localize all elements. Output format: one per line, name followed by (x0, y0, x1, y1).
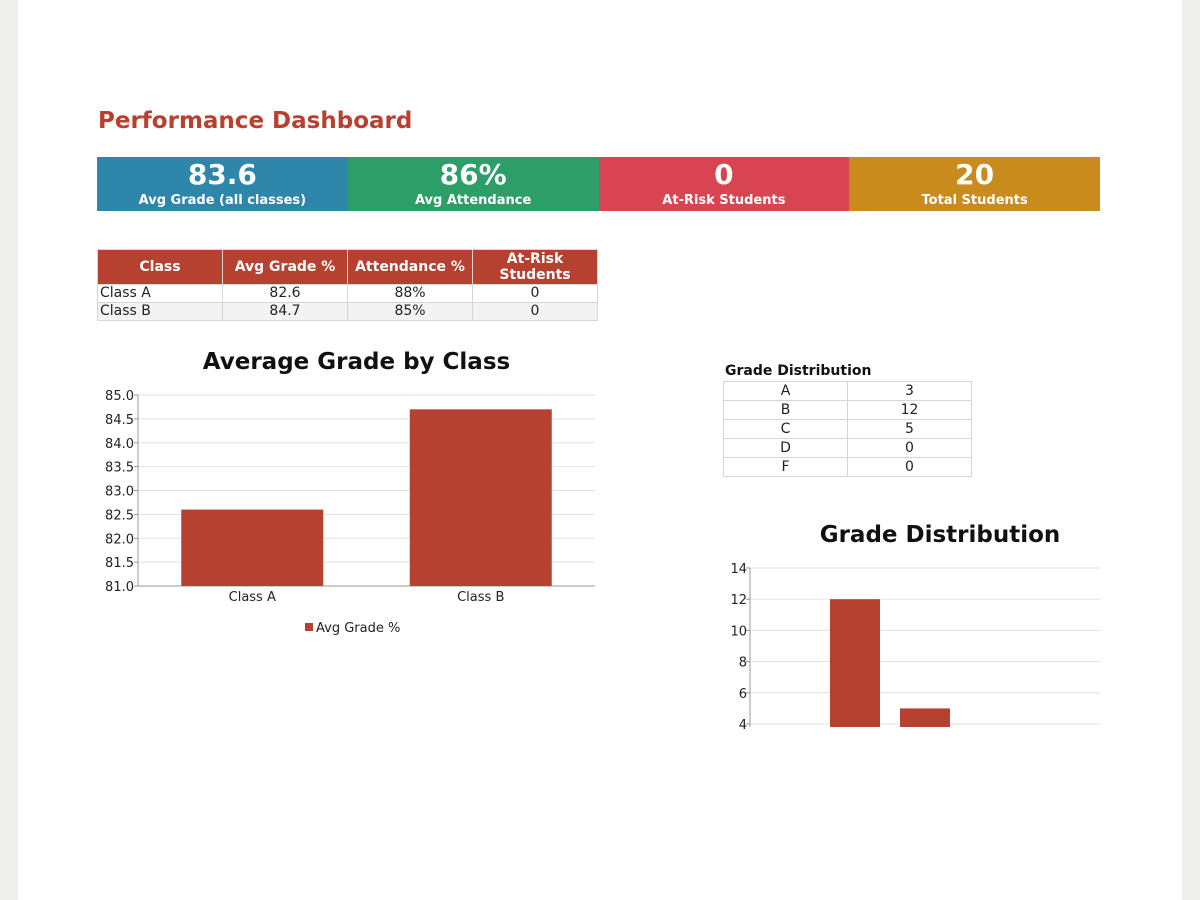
table-row: A 3 (723, 381, 972, 401)
grade-distribution-caption: Grade Distribution (725, 363, 872, 379)
table-row: D 0 (723, 438, 972, 458)
y-tick-label: 82.0 (105, 532, 134, 547)
chart-title: Average Grade by Class (203, 349, 510, 375)
kpi-avg-grade: 83.6 Avg Grade (all classes) (97, 157, 348, 211)
table-row: Class B 84.7 85% 0 (97, 302, 598, 321)
x-tick-label: Class A (229, 590, 276, 605)
kpi-label: Avg Grade (all classes) (138, 193, 307, 208)
cell-avg-grade[interactable]: 84.7 (222, 302, 348, 321)
y-tick-label: 82.5 (105, 508, 134, 523)
kpi-total-students: 20 Total Students (849, 157, 1100, 211)
y-tick-label: 4 (739, 718, 747, 733)
y-tick-label: 12 (730, 593, 747, 608)
cell-class[interactable]: Class B (97, 302, 223, 321)
class-summary-table: Class Avg Grade % Attendance % At-Risk S… (97, 249, 598, 321)
y-tick-label: 84.0 (105, 437, 134, 452)
cell-at-risk[interactable]: 0 (472, 302, 598, 321)
table-header-row: Class Avg Grade % Attendance % At-Risk S… (97, 249, 598, 285)
col-header-at-risk[interactable]: At-Risk Students (472, 249, 598, 285)
grade-distribution-table: A 3 B 12 C 5 D 0 F 0 (723, 381, 972, 477)
y-tick-label: 85.0 (105, 389, 134, 404)
bar-class-a (181, 509, 324, 586)
legend-swatch (305, 623, 313, 631)
y-tick-label: 83.0 (105, 485, 134, 500)
cell-at-risk[interactable]: 0 (472, 284, 598, 303)
kpi-row: 83.6 Avg Grade (all classes) 86% Avg Att… (97, 157, 1100, 211)
y-tick-label: 84.5 (105, 413, 134, 428)
y-tick-label: 81.5 (105, 556, 134, 571)
y-tick-label: 8 (739, 656, 747, 671)
col-header-avg-grade[interactable]: Avg Grade % (222, 249, 348, 285)
page-title: Performance Dashboard (98, 108, 413, 134)
y-tick-label: 6 (739, 687, 747, 702)
bar-class-b (409, 409, 552, 586)
bar-grade-c (900, 708, 950, 727)
kpi-label: Total Students (921, 193, 1028, 208)
bar-grade-b (830, 599, 880, 727)
chart-title: Grade Distribution (820, 522, 1061, 548)
kpi-value: 20 (955, 158, 995, 191)
x-tick-label: Class B (457, 590, 504, 605)
y-tick-label: 83.5 (105, 461, 134, 476)
cell-grade[interactable]: F (723, 457, 848, 477)
cell-count[interactable]: 0 (847, 457, 972, 477)
cell-count[interactable]: 0 (847, 438, 972, 458)
cell-attendance[interactable]: 85% (347, 302, 473, 321)
table-row: F 0 (723, 457, 972, 477)
kpi-label: At-Risk Students (662, 193, 786, 208)
legend-label: Avg Grade % (316, 621, 400, 636)
dashboard-sheet (18, 0, 1182, 900)
col-header-attendance[interactable]: Attendance % (347, 249, 473, 285)
kpi-value: 0 (714, 158, 734, 191)
cell-avg-grade[interactable]: 82.6 (222, 284, 348, 303)
kpi-avg-attendance: 86% Avg Attendance (347, 157, 599, 211)
y-tick-label: 10 (730, 624, 747, 639)
kpi-value: 83.6 (187, 158, 257, 191)
kpi-label: Avg Attendance (414, 193, 532, 208)
table-row: Class A 82.6 88% 0 (97, 284, 598, 303)
y-tick-label: 14 (730, 562, 747, 577)
kpi-value: 86% (439, 158, 507, 191)
kpi-at-risk: 0 At-Risk Students (598, 157, 850, 211)
y-tick-label: 81.0 (105, 580, 134, 595)
